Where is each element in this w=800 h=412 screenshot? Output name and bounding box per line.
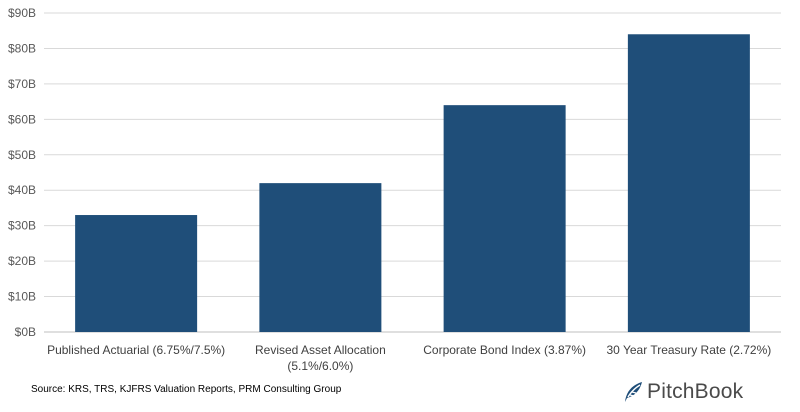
y-tick-label: $50B [8,148,36,162]
x-tick-label-line: Corporate Bond Index (3.87%) [423,343,586,357]
x-tick-label-line: (5.1%/6.0%) [287,359,354,373]
y-tick-label: $60B [8,112,36,126]
pitchbook-leaf-icon [625,382,642,402]
x-tick-label-line: Published Actuarial (6.75%/7.5%) [47,343,226,357]
x-tick-label-line: Revised Asset Allocation [255,343,386,357]
x-tick-label: Published Actuarial (6.75%/7.5%) [44,342,228,358]
pitchbook-logo: PitchBook [622,378,743,406]
x-tick-label: 30 Year Treasury Rate (2.72%) [597,342,781,358]
y-tick-label: $80B [8,41,36,55]
y-tick-label: $0B [15,325,36,339]
bar [443,105,566,333]
source-note: Source: KRS, TRS, KJFRS Valuation Report… [31,384,342,395]
bar [75,215,198,332]
y-tick-label: $40B [8,183,36,197]
y-tick-label: $90B [8,6,36,20]
y-tick-label: $10B [8,290,36,304]
bar [259,183,382,332]
y-tick-label: $30B [8,219,36,233]
y-tick-label: $70B [8,77,36,91]
bar [627,34,750,333]
pitchbook-wordmark: PitchBook [647,380,744,403]
x-tick-label: Revised Asset Allocation (5.1%/6.0%) [228,342,412,374]
x-tick-label: Corporate Bond Index (3.87%) [413,342,597,358]
y-tick-label: $20B [8,254,36,268]
x-tick-label-line: 30 Year Treasury Rate (2.72%) [606,343,772,357]
